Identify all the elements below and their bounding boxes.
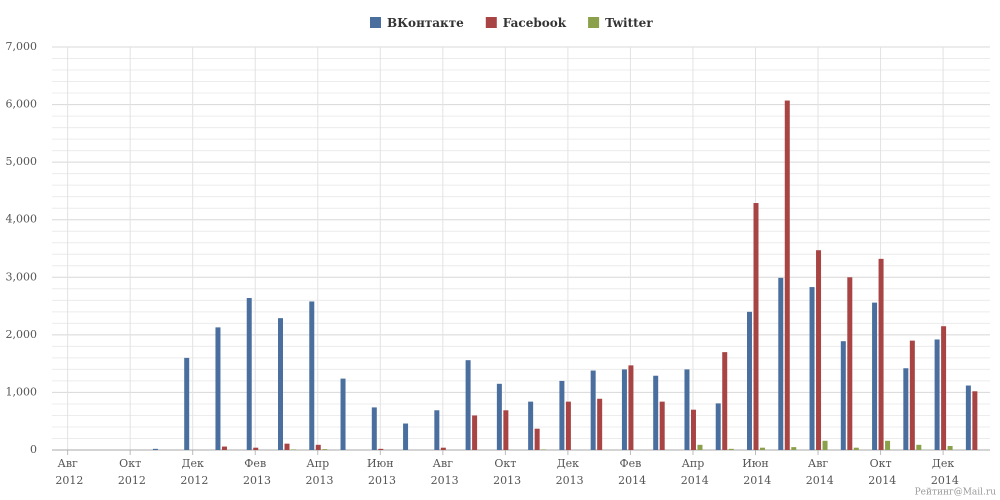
bar bbox=[809, 287, 815, 450]
bar bbox=[659, 401, 665, 450]
x-tick-label: Июн 2013 bbox=[365, 457, 397, 487]
bar bbox=[947, 445, 953, 450]
bar bbox=[753, 203, 759, 450]
bar bbox=[528, 401, 534, 450]
bar bbox=[816, 250, 822, 450]
credit: Рейтинг@Mail.ru bbox=[915, 488, 997, 498]
bar bbox=[690, 409, 696, 450]
y-tick-label: 2,000 bbox=[6, 328, 38, 341]
y-tick-label: 3,000 bbox=[6, 270, 38, 283]
bar bbox=[909, 340, 915, 450]
bar bbox=[628, 365, 634, 450]
bar bbox=[697, 444, 703, 450]
bar bbox=[565, 401, 571, 450]
bar bbox=[934, 339, 940, 450]
bar bbox=[784, 100, 790, 450]
bar bbox=[472, 415, 478, 450]
x-tick-label: Дек 2012 bbox=[177, 457, 209, 487]
bar bbox=[291, 449, 296, 450]
x-tick-label: Окт 2013 bbox=[490, 457, 522, 487]
bar bbox=[941, 326, 947, 450]
y-tick-label: 5,000 bbox=[6, 155, 38, 168]
bar bbox=[847, 277, 853, 450]
bar bbox=[747, 311, 752, 450]
x-tick-label: Апр 2013 bbox=[302, 457, 334, 487]
bar bbox=[878, 258, 884, 450]
bar bbox=[371, 407, 377, 450]
bar bbox=[465, 360, 471, 450]
bar bbox=[309, 301, 315, 450]
x-tick-label: Окт 2014 bbox=[865, 457, 897, 487]
bar bbox=[965, 385, 971, 450]
y-tick-label: 6,000 bbox=[6, 98, 38, 111]
bar bbox=[590, 370, 596, 450]
x-tick-label: Авг 2014 bbox=[802, 457, 834, 487]
bar bbox=[496, 383, 502, 450]
x-tick-label: Дек 2013 bbox=[552, 457, 584, 487]
bar bbox=[684, 369, 690, 450]
bar bbox=[853, 447, 859, 450]
x-tick-label: Дек 2014 bbox=[927, 457, 959, 487]
x-tick-label: Апр 2014 bbox=[677, 457, 709, 487]
bar bbox=[221, 446, 227, 450]
bar bbox=[916, 444, 922, 450]
bar bbox=[872, 302, 878, 450]
bar bbox=[403, 423, 409, 450]
bar bbox=[653, 375, 659, 450]
legend-label: Twitter bbox=[605, 16, 653, 30]
y-tick-label: 7,000 bbox=[6, 40, 38, 53]
legend-label: ВКонтакте bbox=[387, 16, 464, 30]
bar bbox=[715, 403, 721, 450]
bar bbox=[152, 448, 158, 450]
bar bbox=[541, 449, 547, 450]
y-tick-label: 0 bbox=[30, 443, 37, 456]
bar bbox=[434, 410, 440, 450]
x-tick-label: Авг 2013 bbox=[427, 457, 459, 487]
x-tick-label: Авг 2012 bbox=[52, 457, 84, 487]
y-tick-label: 4,000 bbox=[6, 213, 38, 226]
bar bbox=[340, 378, 346, 450]
bar bbox=[778, 277, 784, 450]
bar bbox=[246, 298, 252, 450]
bar bbox=[597, 398, 603, 450]
x-tick-label: Фев 2014 bbox=[615, 457, 647, 487]
x-tick-label: Июн 2014 bbox=[740, 457, 772, 487]
bar bbox=[284, 443, 290, 450]
legend-swatch bbox=[370, 17, 381, 28]
bar bbox=[822, 440, 828, 450]
legend-swatch bbox=[588, 17, 600, 28]
bar bbox=[621, 369, 627, 450]
bar bbox=[840, 341, 846, 450]
bar bbox=[315, 444, 321, 450]
bar bbox=[253, 447, 259, 450]
bar bbox=[722, 352, 728, 450]
bar bbox=[972, 391, 978, 450]
bar bbox=[903, 368, 909, 450]
bar bbox=[885, 440, 891, 450]
x-tick-label: Окт 2012 bbox=[114, 457, 146, 487]
bar bbox=[534, 428, 540, 450]
bar bbox=[184, 357, 190, 450]
x-tick-label: Фев 2013 bbox=[239, 457, 271, 487]
bar bbox=[503, 410, 509, 450]
legend-label: Facebook bbox=[503, 16, 567, 30]
bar bbox=[378, 448, 384, 450]
legend-swatch bbox=[485, 17, 497, 28]
bar bbox=[322, 449, 328, 450]
bar bbox=[440, 447, 446, 450]
bar bbox=[728, 448, 734, 450]
y-tick-label: 1,000 bbox=[6, 385, 38, 398]
bar bbox=[278, 318, 283, 450]
bar bbox=[559, 380, 565, 450]
bar bbox=[791, 447, 797, 450]
bar bbox=[760, 447, 765, 450]
bar bbox=[215, 327, 221, 450]
